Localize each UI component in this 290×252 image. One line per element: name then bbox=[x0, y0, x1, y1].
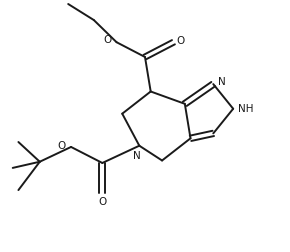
Text: N: N bbox=[218, 77, 226, 87]
Text: O: O bbox=[99, 197, 107, 207]
Text: O: O bbox=[177, 36, 185, 46]
Text: NH: NH bbox=[238, 104, 254, 114]
Text: N: N bbox=[133, 151, 141, 161]
Text: O: O bbox=[103, 35, 111, 45]
Text: O: O bbox=[58, 141, 66, 151]
